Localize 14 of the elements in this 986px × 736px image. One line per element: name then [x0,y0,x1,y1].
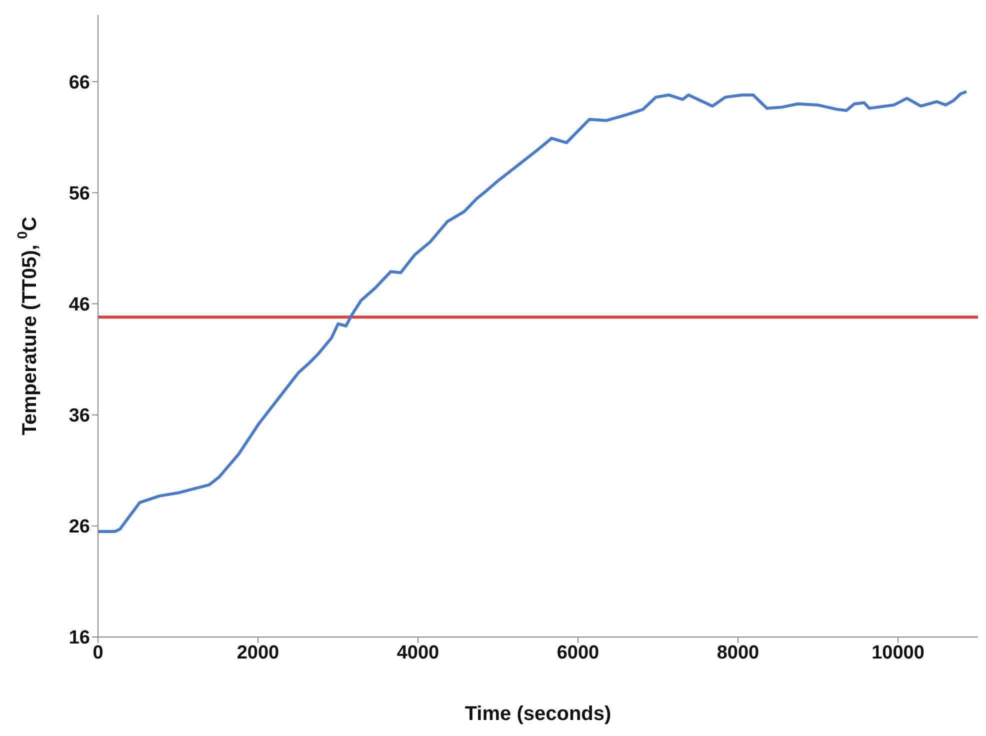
y-tick-label: 66 [68,72,90,94]
x-tick-label: 6000 [556,642,600,664]
y-tick-label: 36 [68,406,90,427]
x-axis-title: Time (seconds) [464,703,612,725]
x-tick-label: 4000 [396,642,440,664]
x-tick-label: 10000 [872,642,924,664]
y-tick-label: 26 [68,516,90,538]
y-tick-label: 56 [68,183,90,204]
line-series [98,90,968,533]
x-tick-label: 8000 [716,642,760,664]
y-tick-label: 46 [68,294,90,316]
x-tick-label: 0 [92,642,104,664]
y-tick-label: 16 [68,628,90,649]
x-tick-label: 2000 [236,642,280,664]
